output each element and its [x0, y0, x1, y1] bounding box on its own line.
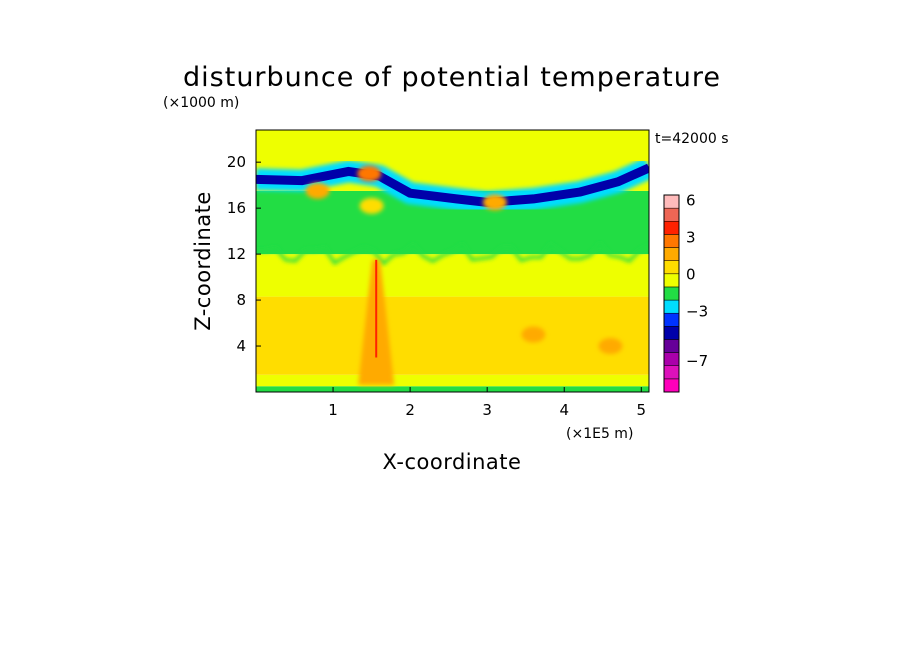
- x-tick-label: 5: [637, 401, 647, 419]
- anomaly-blob-1: [305, 182, 330, 199]
- region-surface-green: [256, 386, 649, 392]
- anomaly-blob-7: [521, 326, 546, 343]
- anomaly-blob-4: [359, 197, 384, 214]
- colorbar-swatch: [663, 221, 680, 235]
- y-axis-label: Z-coordinate: [191, 191, 215, 331]
- x-unit-label: (×1E5 m): [566, 426, 633, 442]
- colorbar-swatch: [663, 194, 680, 209]
- x-axis-label: X-coordinate: [383, 450, 522, 474]
- colorbar: 6 3 0 −3 −7: [663, 192, 708, 393]
- colorbar-tick-label: −7: [686, 352, 708, 370]
- region-lower-yellow: [256, 374, 649, 387]
- y-tick-label: 8: [236, 291, 246, 309]
- colorbar-swatch: [663, 234, 680, 248]
- region-lower-orange: [256, 296, 649, 375]
- y-unit-label: (×1000 m): [163, 95, 239, 111]
- colorbar-swatch: [663, 378, 680, 393]
- x-axis-ticks: 1 2 3 4 5: [328, 387, 646, 419]
- colorbar-tick-label: 0: [686, 266, 696, 284]
- colorbar-frame: [663, 194, 680, 393]
- contour-plot: [256, 130, 649, 392]
- x-tick-label: 4: [559, 401, 569, 419]
- y-tick-label: 12: [227, 245, 246, 263]
- colorbar-tick-label: 6: [686, 192, 696, 210]
- x-tick-label: 2: [405, 401, 415, 419]
- region-mid-yellow: [256, 254, 649, 297]
- y-tick-label: 20: [227, 153, 246, 171]
- y-tick-label: 4: [236, 337, 246, 355]
- colorbar-swatch: [663, 207, 680, 222]
- anomaly-blob-6: [598, 338, 623, 355]
- colorbar-swatch: [663, 352, 680, 366]
- y-axis-ticks: 4 8 12 16 20: [227, 153, 261, 355]
- colorbar-swatch: [663, 273, 680, 288]
- plot-frame: [255, 129, 650, 393]
- colorbar-swatch: [663, 326, 680, 340]
- colorbar-swatch: [663, 247, 680, 261]
- colorbar-swatch: [663, 339, 680, 353]
- colorbar-swatch: [663, 299, 680, 314]
- colorbar-swatch: [663, 260, 680, 275]
- layer-boundary: [256, 241, 649, 266]
- anomaly-blob-3: [482, 194, 507, 211]
- colorbar-tick-label: −3: [686, 303, 708, 321]
- negative-band-core: [256, 163, 649, 207]
- colorbar-swatch: [663, 286, 680, 301]
- colorbar-swatch: [663, 365, 680, 380]
- x-tick-label: 3: [482, 401, 492, 419]
- y-tick-label: 16: [227, 199, 246, 217]
- chart-title: disturbunce of potential temperature: [183, 62, 721, 93]
- anomaly-blob-2: [357, 165, 382, 182]
- time-label: t=42000 s: [655, 131, 729, 147]
- x-tick-label: 1: [328, 401, 338, 419]
- colorbar-swatch: [663, 312, 680, 327]
- colorbar-tick-label: 3: [686, 229, 696, 247]
